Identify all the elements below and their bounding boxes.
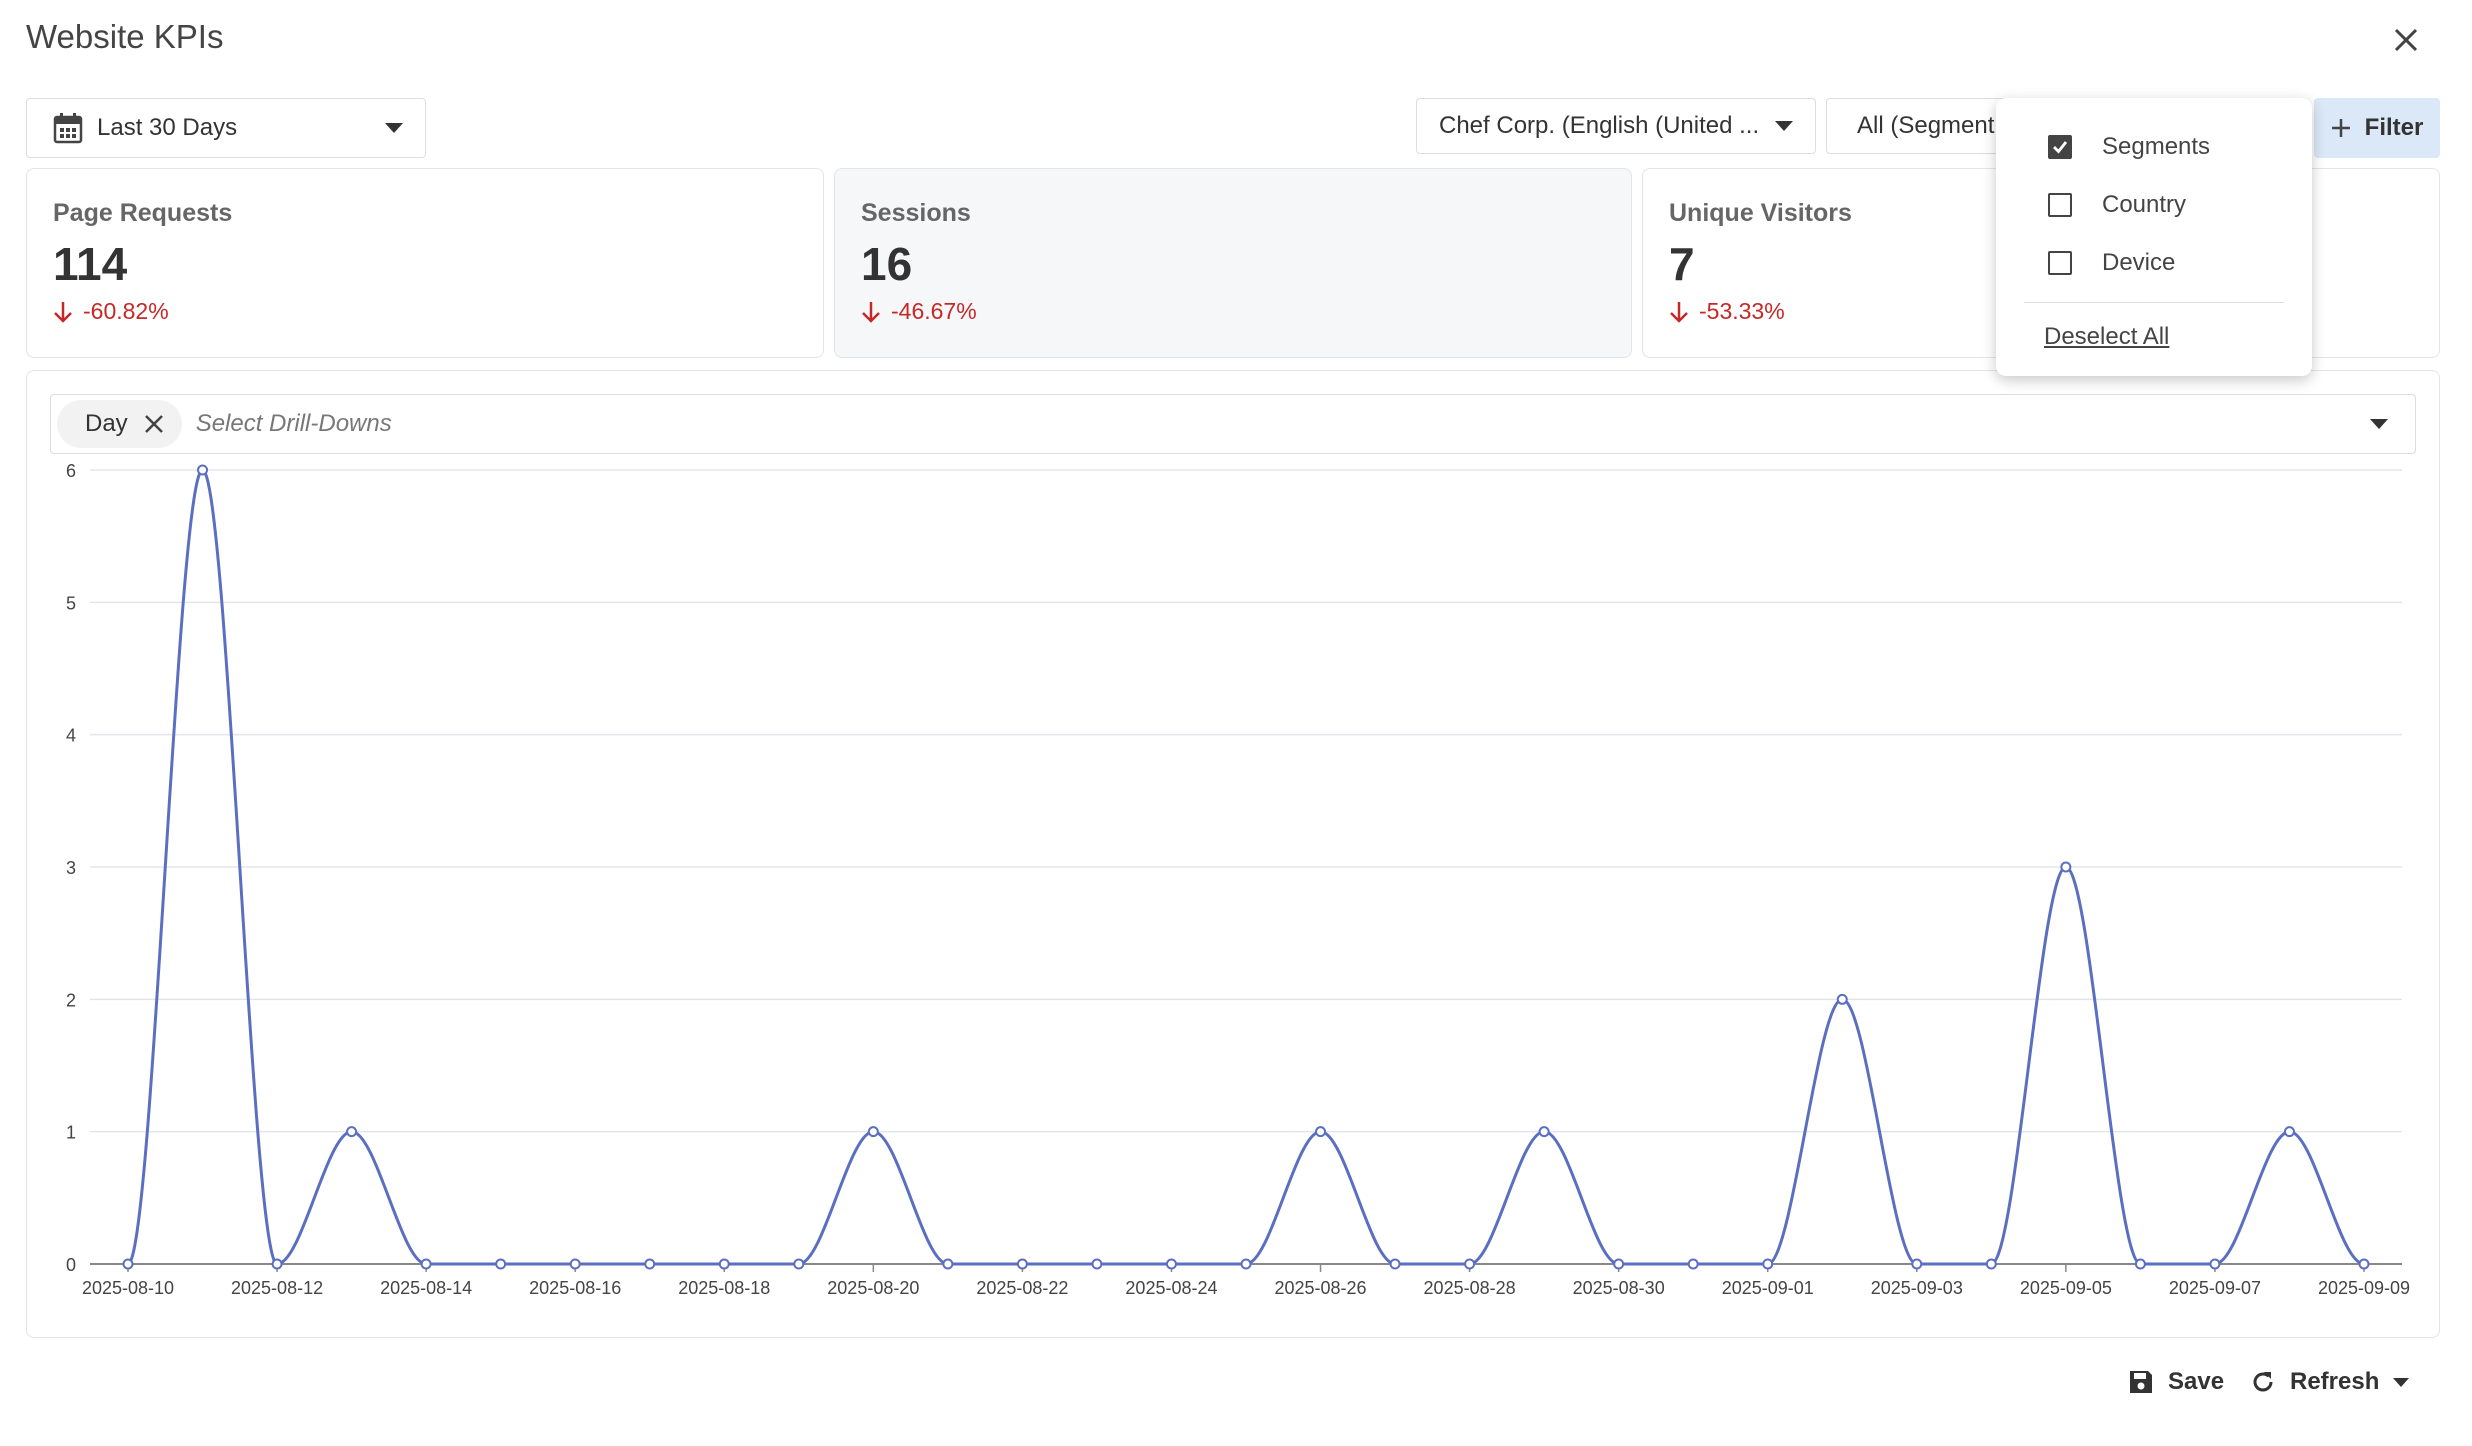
caret-down-icon <box>2393 1377 2410 1387</box>
page-title: Website KPIs <box>26 18 224 55</box>
kpi-value: 16 <box>861 238 913 290</box>
close-button[interactable] <box>2384 18 2428 62</box>
arrow-down-icon <box>862 301 880 323</box>
filter-label: Filter <box>2364 114 2424 141</box>
deselect-all-link[interactable]: Deselect All <box>2044 323 2170 350</box>
divider <box>2024 302 2284 303</box>
drilldown-placeholder: Select Drill-Downs <box>195 410 392 437</box>
kpi-name: Page Requests <box>53 199 233 227</box>
kpi-card-sessions[interactable]: Sessions 16 -46.67% <box>834 168 1632 358</box>
filter-option-segments[interactable]: Segments <box>1996 118 2312 176</box>
save-button[interactable]: Save <box>2128 1358 2224 1406</box>
refresh-button[interactable]: Refresh <box>2250 1358 2410 1406</box>
segment-select[interactable]: All (Segment <box>1826 98 2026 154</box>
segment-label: All (Segment <box>1857 112 1995 139</box>
plus-icon <box>2331 119 2350 137</box>
caret-down-icon <box>1775 121 1793 131</box>
save-label: Save <box>2168 1368 2225 1395</box>
checkbox-icon[interactable] <box>2048 193 2072 217</box>
caret-down-icon <box>2370 419 2388 429</box>
drilldown-toggle[interactable] <box>2359 404 2399 444</box>
filter-menu: Segments Country Device Deselect All <box>1996 98 2312 376</box>
caret-down-icon <box>385 123 403 133</box>
refresh-label: Refresh <box>2290 1368 2380 1395</box>
refresh-icon <box>2253 1372 2273 1392</box>
filter-option-label: Country <box>2102 191 2187 218</box>
checkbox-checked-icon[interactable] <box>2048 135 2072 159</box>
chart-card <box>26 370 2440 1338</box>
filter-option-country[interactable]: Country <box>1996 176 2312 234</box>
date-range-select[interactable]: Last 30 Days <box>26 98 426 158</box>
site-label: Chef Corp. (English (United ... <box>1439 112 1760 139</box>
kpi-change: -46.67% <box>891 298 977 325</box>
chip-label: Day <box>85 410 128 437</box>
checkbox-icon[interactable] <box>2048 251 2072 275</box>
filter-option-label: Segments <box>2102 133 2211 160</box>
calendar-icon <box>53 113 83 144</box>
site-select[interactable]: Chef Corp. (English (United ... <box>1416 98 1816 154</box>
kpi-name: Sessions <box>861 199 971 227</box>
kpi-value: 114 <box>53 238 128 290</box>
drilldown-chip-day: Day <box>57 400 182 448</box>
drilldown-select[interactable]: Day Select Drill-Downs <box>50 394 2416 454</box>
arrow-down-icon <box>54 301 72 323</box>
filter-option-label: Device <box>2102 249 2176 276</box>
kpi-value: 7 <box>1669 238 1695 290</box>
filter-option-device[interactable]: Device <box>1996 234 2312 292</box>
arrow-down-icon <box>1670 301 1688 323</box>
date-range-label: Last 30 Days <box>97 114 238 141</box>
kpi-name: Unique Visitors <box>1669 199 1852 227</box>
filter-button[interactable]: Filter <box>2314 98 2440 158</box>
kpi-change: -60.82% <box>83 298 169 325</box>
kpi-change: -53.33% <box>1699 298 1785 325</box>
kpi-card-page-requests[interactable]: Page Requests 114 -60.82% <box>26 168 824 358</box>
close-icon[interactable] <box>144 414 164 434</box>
save-icon <box>2130 1371 2152 1393</box>
close-icon <box>2394 28 2418 52</box>
